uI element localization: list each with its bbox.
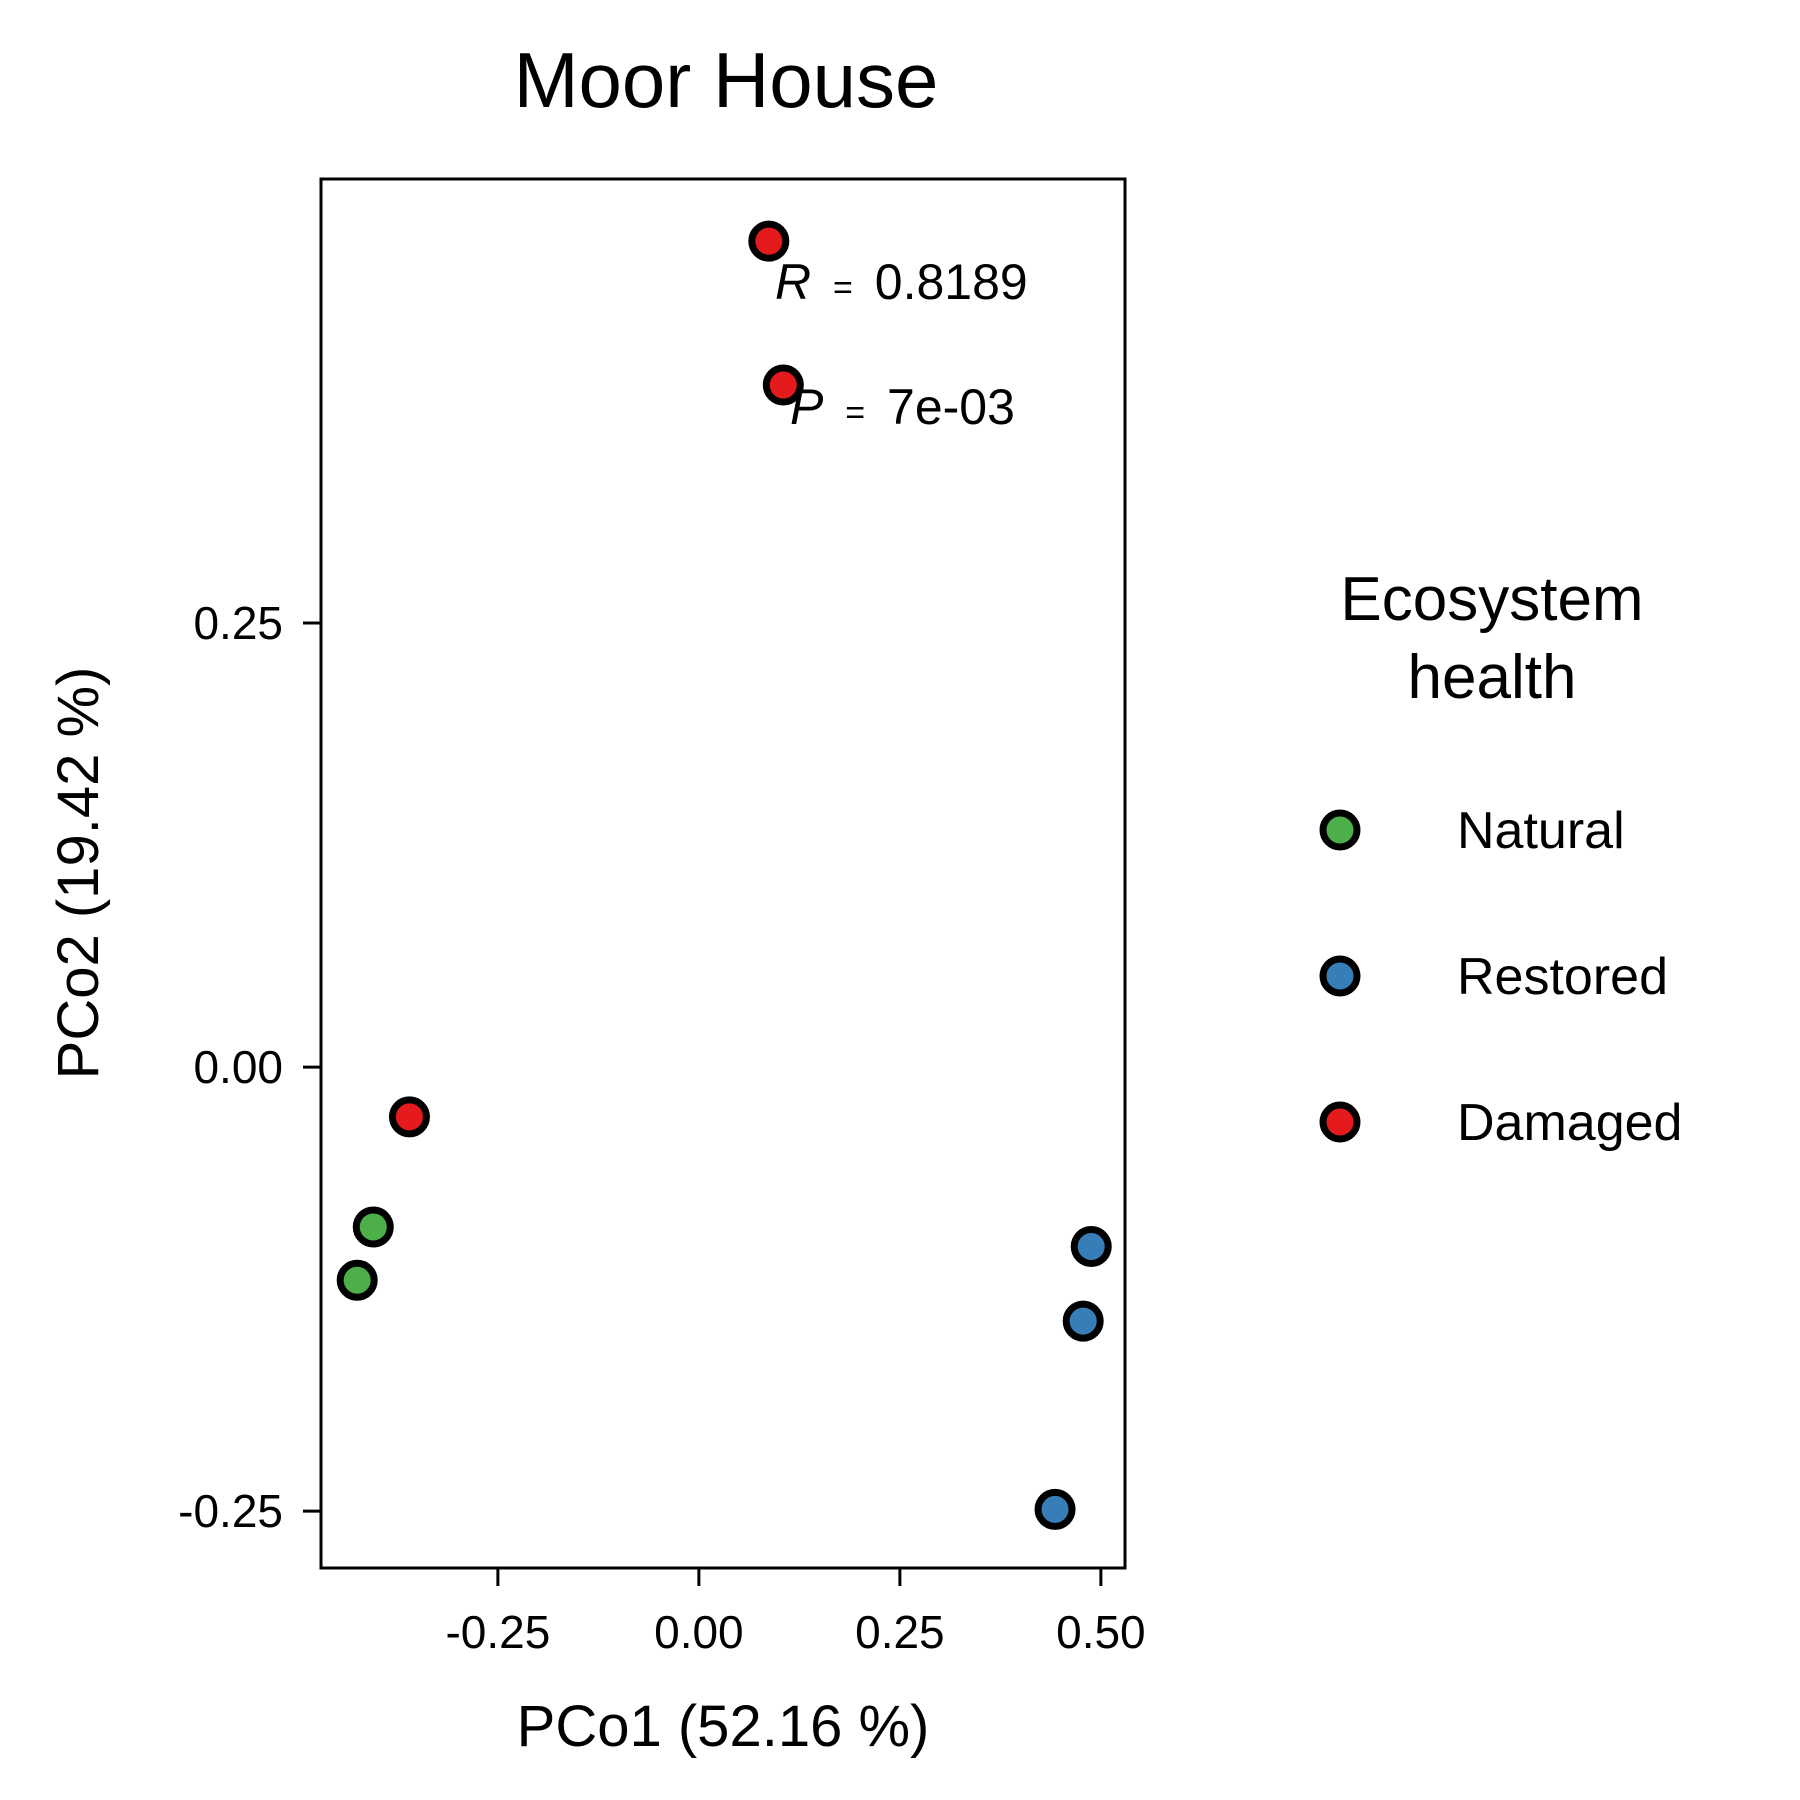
legend-items: Natural Restored Damaged <box>1319 802 1682 1152</box>
point-damaged <box>388 1096 430 1138</box>
legend-title-line-2: health <box>1408 643 1577 712</box>
x-tick-label: 0.25 <box>855 1606 945 1658</box>
x-tick-label: -0.25 <box>445 1606 550 1658</box>
point-damaged <box>762 364 804 406</box>
r-statistic: R = 0.8189 <box>775 254 1028 310</box>
x-axis-title: PCo1 (52.16 %) <box>517 1694 930 1759</box>
x-axis: -0.25 0.00 0.25 0.50 <box>445 1568 1146 1658</box>
y-tick-label: 0.00 <box>193 1041 283 1093</box>
scatter-points <box>336 220 1112 1530</box>
legend-label-damaged: Damaged <box>1457 1094 1682 1152</box>
y-tick-label: -0.25 <box>178 1485 283 1537</box>
legend-label-restored: Restored <box>1457 948 1668 1006</box>
x-tick-label: 0.00 <box>654 1606 744 1658</box>
p-equals: = <box>845 394 865 432</box>
plot-area <box>319 177 1127 1570</box>
p-value: 7e-03 <box>887 379 1015 435</box>
legend-label-natural: Natural <box>1457 802 1625 860</box>
y-tick-label: 0.25 <box>193 597 283 649</box>
p-symbol: P <box>790 379 824 435</box>
r-symbol: R <box>775 254 811 310</box>
r-equals: = <box>833 269 853 307</box>
point-damaged <box>748 220 790 262</box>
p-statistic: P = 7e-03 <box>790 379 1015 435</box>
point-natural <box>336 1259 378 1301</box>
point-restored <box>1034 1488 1076 1530</box>
legend-title-line-1: Ecosystem <box>1340 565 1643 634</box>
r-value: 0.8189 <box>875 254 1028 310</box>
legend: Ecosystem health Natural Restored Damaged <box>1319 565 1682 1152</box>
y-axis-title: PCo2 (19.42 %) <box>46 667 111 1080</box>
stats-annotation: R = 0.8189 P = 7e-03 <box>775 254 1028 435</box>
x-tick-label: 0.50 <box>1056 1606 1146 1658</box>
chart-title: Moor House <box>514 36 939 124</box>
legend-marker-restored <box>1319 955 1361 997</box>
point-natural <box>352 1206 394 1248</box>
point-restored <box>1070 1226 1112 1268</box>
y-axis: -0.25 0.00 0.25 <box>178 597 321 1537</box>
point-restored <box>1062 1300 1104 1342</box>
legend-marker-damaged <box>1319 1101 1361 1143</box>
legend-marker-natural <box>1319 809 1361 851</box>
